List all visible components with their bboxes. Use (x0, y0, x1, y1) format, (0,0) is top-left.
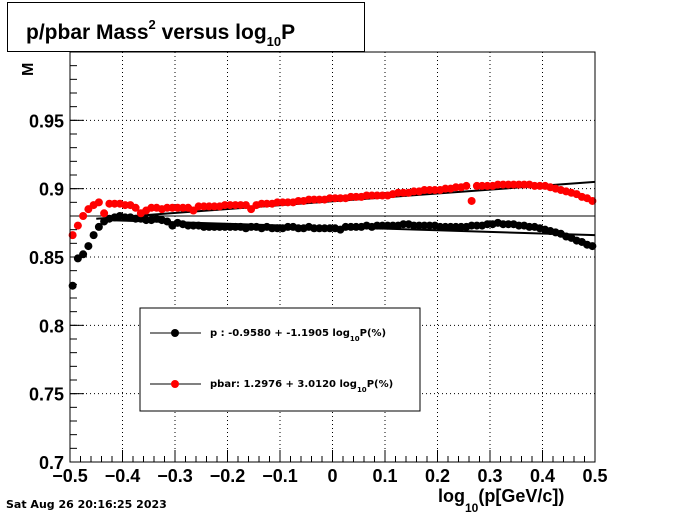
y-tick-label: 0.9 (39, 180, 64, 200)
data-point (588, 196, 597, 205)
data-points (68, 180, 597, 290)
data-point (100, 209, 109, 218)
x-tick-label: −0.5 (52, 466, 88, 486)
data-point (79, 250, 88, 259)
y-tick-label: 0.85 (29, 248, 64, 268)
legend-box (139, 307, 421, 412)
data-point (68, 281, 77, 290)
x-axis-label: log10(p[GeV/c]) (438, 486, 565, 515)
x-tick-label: 0.1 (372, 466, 397, 486)
axis-tick-labels: −0.5 −0.4 −0.3 −0.2 −0.1 0 0.1 0.2 0.3 0.4 0.5 0.7 0… (29, 111, 608, 486)
y-tick-label: 0.7 (39, 453, 64, 473)
x-tick-label: −0.1 (262, 466, 298, 486)
x-tick-label: 0 (327, 466, 337, 486)
legend-marker (171, 380, 179, 388)
x-tick-label: −0.3 (157, 466, 193, 486)
x-tick-label: −0.4 (105, 466, 141, 486)
data-point (89, 231, 98, 240)
legend-label: pbar: 1.2976 + 3.0120 log10P(%) (210, 379, 393, 394)
y-axis-label: M (20, 62, 37, 76)
data-point (131, 203, 140, 212)
legend-label: p : -0.9580 + -1.1905 log10P(%) (210, 328, 386, 343)
y-tick-label: 0.95 (29, 111, 64, 131)
x-tick-label: 0.5 (582, 466, 607, 486)
x-tick-label: 0.3 (477, 466, 502, 486)
chart-title-box: p/pbar Mass2 versus log10P (7, 2, 365, 52)
y-tick-label: 0.75 (29, 385, 64, 405)
timestamp: Sat Aug 26 20:16:25 2023 (6, 498, 167, 511)
data-point (462, 181, 471, 190)
data-point (73, 221, 82, 230)
data-point (94, 198, 103, 207)
legend-marker (171, 329, 179, 337)
data-point (94, 222, 103, 231)
chart-title: p/pbar Mass2 versus log10P (26, 17, 296, 49)
legend: p : -0.9580 + -1.1905 log10P(%) pbar: 1.2… (139, 307, 421, 412)
x-tick-label: −0.2 (210, 466, 246, 486)
axis-ticks (69, 51, 596, 463)
data-point (68, 231, 77, 240)
data-point (79, 212, 88, 220)
y-tick-label: 0.8 (39, 316, 64, 336)
grid-lines (70, 52, 595, 462)
x-tick-label: 0.2 (425, 466, 450, 486)
data-point (588, 242, 597, 251)
x-tick-label: 0.4 (530, 466, 555, 486)
data-point (467, 196, 476, 205)
data-point (84, 242, 93, 251)
